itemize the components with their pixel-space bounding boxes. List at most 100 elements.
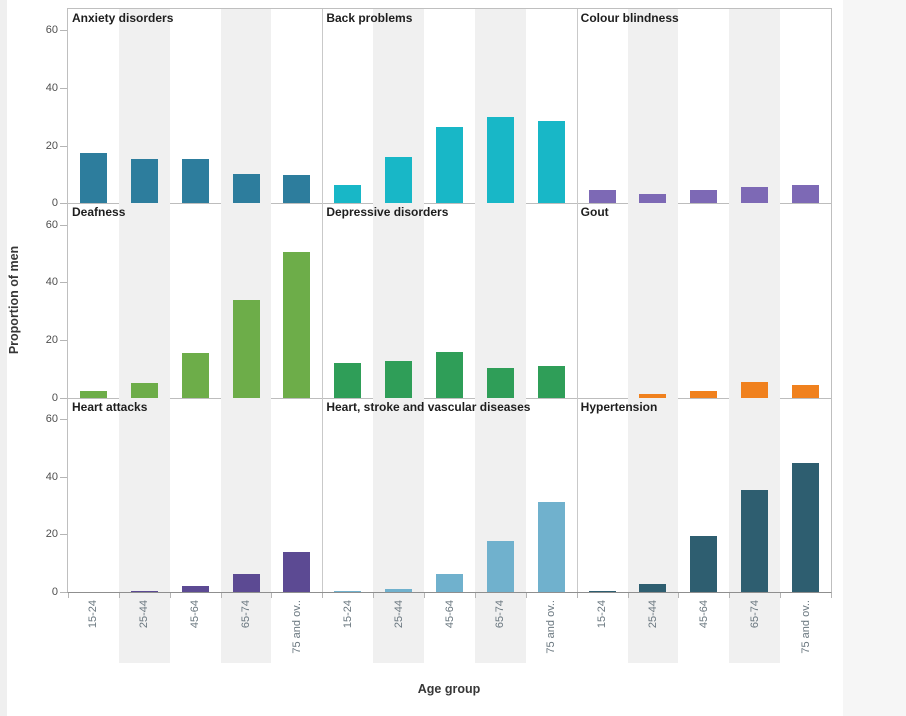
bar-deafness-45-64[interactable] — [181, 352, 209, 398]
bar-gout-65-74[interactable] — [741, 382, 769, 398]
zebra-band — [729, 9, 781, 204]
y-tick-label: 20 — [45, 139, 58, 152]
bar-colour-blindness-75-and-ov[interactable] — [792, 185, 820, 204]
x-tick-label: 45-64 — [189, 600, 202, 629]
panel-title: Back problems — [326, 11, 413, 25]
panel-title: Hypertension — [580, 399, 658, 414]
zebra-band — [627, 203, 679, 398]
x-tick-label: 65-74 — [240, 600, 253, 629]
bar-depressive-disorders-15-24[interactable] — [334, 363, 362, 398]
bar-heart-stroke-and-vascular-diseases-75-and-ov[interactable] — [537, 501, 565, 592]
bar-back-problems-15-24[interactable] — [334, 185, 362, 204]
bar-deafness-15-24[interactable] — [79, 391, 107, 398]
bar-heart-attacks-45-64[interactable] — [181, 585, 209, 592]
bar-heart-attacks-65-74[interactable] — [232, 574, 260, 592]
x-tick-label: 65-74 — [748, 600, 761, 629]
x-axis-title: Age group — [417, 682, 481, 696]
panel-heart-attacks: Heart attacks — [68, 397, 324, 592]
panel-title: Colour blindness — [580, 11, 679, 25]
x-tick-label: 15-24 — [341, 600, 354, 629]
bar-deafness-75-and-ov[interactable] — [283, 252, 311, 398]
zebra-band-label-area — [373, 593, 425, 663]
x-tick-mark — [576, 593, 578, 598]
bar-gout-25-44[interactable] — [639, 394, 667, 398]
zebra-band — [627, 397, 679, 592]
y-tick-label: 40 — [45, 276, 58, 289]
bar-colour-blindness-15-24[interactable] — [588, 190, 616, 204]
bar-gout-45-64[interactable] — [690, 391, 718, 398]
y-tick-label: 0 — [51, 197, 58, 210]
y-tick-label: 0 — [51, 391, 58, 404]
bar-colour-blindness-25-44[interactable] — [639, 193, 667, 204]
y-tick-label: 60 — [45, 24, 58, 37]
bar-heart-stroke-and-vascular-diseases-65-74[interactable] — [486, 540, 514, 592]
x-tick-mark — [169, 593, 171, 598]
x-tick-label: 15-24 — [87, 600, 100, 629]
panel-gout: Gout — [576, 203, 831, 399]
bar-anxiety-disorders-45-64[interactable] — [181, 158, 209, 204]
panel-heart-stroke-and-vascular-diseases: Heart, stroke and vascular diseases — [322, 397, 578, 592]
x-tick-mark — [678, 593, 680, 598]
x-tick-mark — [729, 593, 731, 598]
bar-hypertension-25-44[interactable] — [639, 584, 667, 592]
bar-depressive-disorders-65-74[interactable] — [486, 367, 514, 398]
bar-heart-attacks-25-44[interactable] — [130, 590, 158, 592]
zebra-band — [220, 9, 272, 204]
bar-back-problems-45-64[interactable] — [435, 126, 463, 204]
panel-title: Heart, stroke and vascular diseases — [326, 399, 531, 414]
bar-back-problems-25-44[interactable] — [385, 156, 413, 204]
bar-heart-attacks-75-and-ov[interactable] — [283, 552, 311, 592]
panel-title: Anxiety disorders — [72, 11, 174, 25]
bar-back-problems-75-and-ov[interactable] — [537, 121, 565, 204]
bar-hypertension-15-24[interactable] — [588, 591, 616, 592]
y-tick-label: 40 — [45, 81, 58, 94]
bar-colour-blindness-65-74[interactable] — [741, 187, 769, 204]
bar-hypertension-45-64[interactable] — [690, 536, 718, 592]
panel-title: Deafness — [72, 205, 126, 220]
bar-hypertension-65-74[interactable] — [741, 489, 769, 592]
bar-back-problems-65-74[interactable] — [486, 117, 514, 204]
x-tick-label: 75 and ov.. — [545, 600, 558, 654]
bar-heart-stroke-and-vascular-diseases-45-64[interactable] — [435, 574, 463, 592]
bar-deafness-65-74[interactable] — [232, 300, 260, 398]
zebra-band — [627, 9, 679, 204]
x-tick-label: 25-44 — [138, 600, 151, 629]
bar-depressive-disorders-75-and-ov[interactable] — [537, 365, 565, 398]
x-tick-mark — [627, 593, 629, 598]
x-tick-mark — [474, 593, 476, 598]
y-tick-mark — [60, 476, 67, 478]
bar-depressive-disorders-45-64[interactable] — [435, 352, 463, 398]
bar-deafness-25-44[interactable] — [130, 382, 158, 398]
y-tick-label: 40 — [45, 470, 58, 483]
x-tick-mark — [373, 593, 375, 598]
panel-anxiety-disorders: Anxiety disorders — [68, 9, 324, 205]
x-tick-mark — [118, 593, 120, 598]
bar-colour-blindness-45-64[interactable] — [690, 190, 718, 204]
y-tick-mark — [60, 534, 67, 536]
zebra-band — [118, 203, 170, 398]
bar-hypertension-75-and-ov[interactable] — [792, 463, 820, 592]
bar-anxiety-disorders-15-24[interactable] — [79, 153, 107, 204]
bar-heart-stroke-and-vascular-diseases-15-24[interactable] — [334, 591, 362, 592]
x-tick-mark — [780, 593, 782, 598]
bar-gout-75-and-ov[interactable] — [792, 384, 820, 398]
x-tick-label: 25-44 — [646, 600, 659, 629]
y-tick-mark — [60, 203, 67, 205]
x-tick-mark — [322, 593, 324, 598]
bar-heart-stroke-and-vascular-diseases-25-44[interactable] — [385, 589, 413, 592]
bar-depressive-disorders-25-44[interactable] — [385, 361, 413, 398]
bar-anxiety-disorders-65-74[interactable] — [232, 174, 260, 204]
y-tick-label: 60 — [45, 218, 58, 231]
panel-title: Depressive disorders — [326, 205, 449, 220]
zebra-band — [373, 397, 425, 592]
y-tick-label: 20 — [45, 333, 58, 346]
zebra-band — [729, 203, 781, 398]
bar-anxiety-disorders-25-44[interactable] — [130, 159, 158, 204]
x-tick-label: 45-64 — [697, 600, 710, 629]
x-tick-label: 15-24 — [596, 600, 609, 629]
x-tick-mark — [271, 593, 273, 598]
y-tick-mark — [60, 339, 67, 341]
bar-anxiety-disorders-75-and-ov[interactable] — [283, 175, 311, 204]
zebra-band — [220, 397, 272, 592]
